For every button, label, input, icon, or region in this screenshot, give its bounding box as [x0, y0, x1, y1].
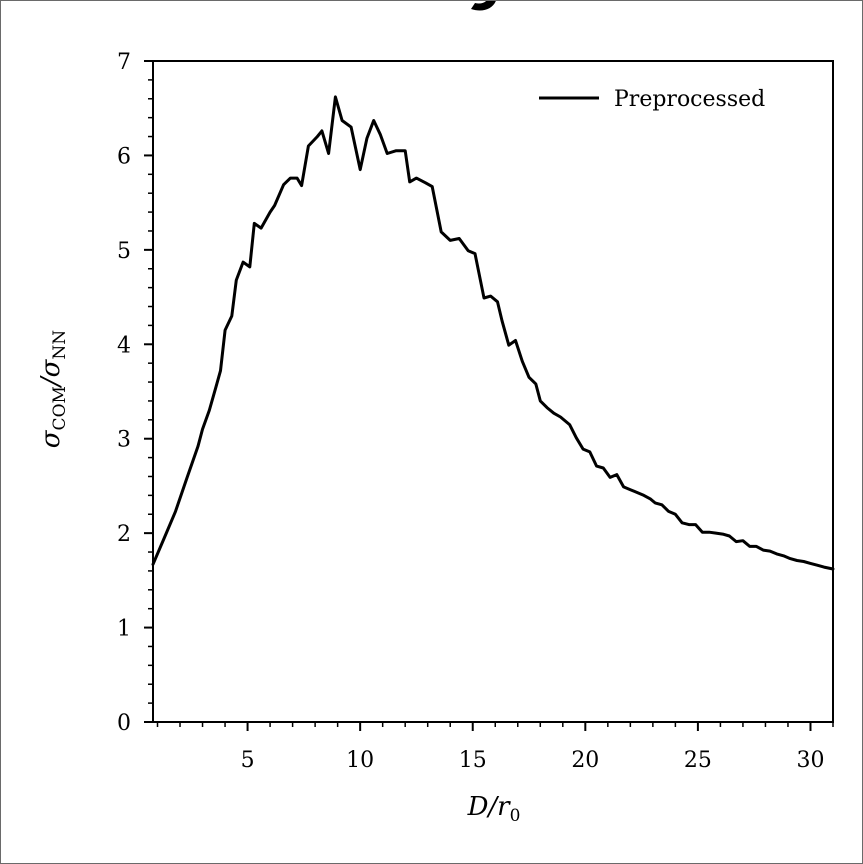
x-tick-label-20: 20	[571, 748, 599, 773]
svg-text:D/r0: D/r0	[467, 792, 521, 826]
y-tick-label-7: 7	[117, 50, 131, 75]
y-tick-label-2: 2	[117, 522, 131, 547]
y-tick-label-0: 0	[117, 711, 131, 736]
plot-area-border	[152, 60, 834, 723]
x-tick-label-10: 10	[346, 748, 374, 773]
legend-label: Preprocessed	[614, 87, 765, 112]
series-layer	[151, 95, 835, 571]
svg-text:σCOM/σNN: σCOM/σNN	[36, 330, 70, 449]
cropped-glyph-fragment	[471, 1, 496, 11]
x-axis-label: D/r0	[467, 792, 521, 826]
x-tick-label-15: 15	[459, 748, 487, 773]
legend: Preprocessed	[539, 87, 765, 112]
y-tick-label-5: 5	[117, 239, 131, 264]
series-line-0	[151, 95, 835, 571]
y-tick-label-1: 1	[117, 617, 131, 642]
y-tick-label-4: 4	[117, 333, 131, 358]
x-tick-label-5: 5	[241, 748, 255, 773]
x-tick-label-25: 25	[684, 748, 712, 773]
axis-ticks: 5 10 15 20 25 30 0 1 2 3 4 5 6 7	[117, 50, 834, 773]
y-tick-label-6: 6	[117, 144, 131, 169]
y-axis-label: σCOM/σNN	[36, 330, 70, 449]
x-tick-label-30: 30	[796, 748, 824, 773]
y-tick-label-3: 3	[117, 428, 131, 453]
